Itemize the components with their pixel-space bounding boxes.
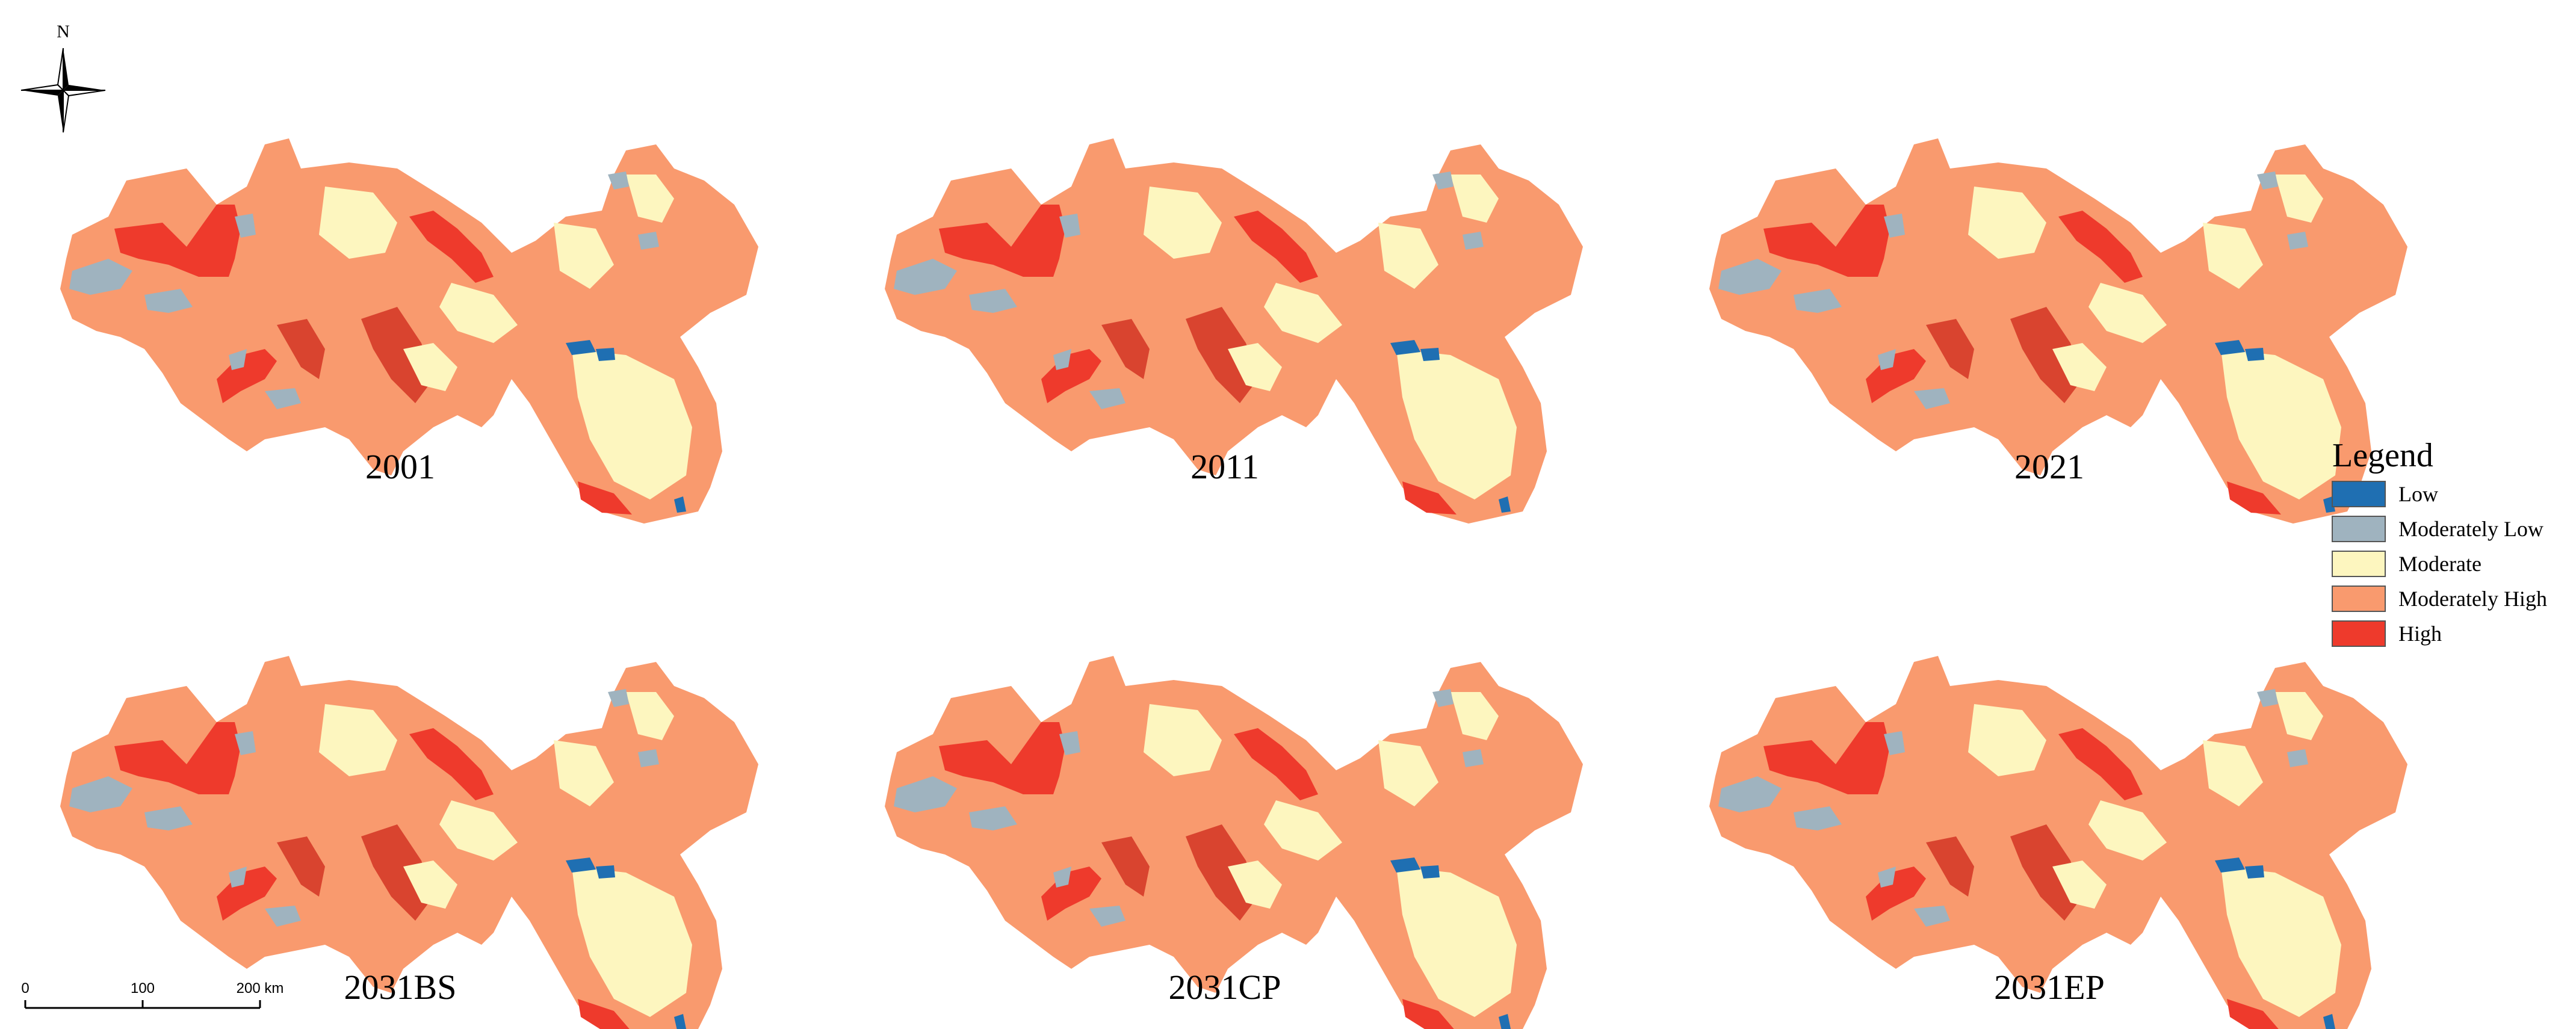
legend: Legend Low Moderately Low Moderate Moderatel…	[2332, 437, 2547, 647]
legend-swatch	[2332, 516, 2386, 542]
north-arrow-icon	[20, 48, 106, 133]
map-caption: 2011	[1190, 447, 1259, 486]
legend-title: Legend	[2332, 437, 2433, 474]
map-panel: 2031BS	[60, 656, 758, 1029]
scale-bar-label: 200 km	[237, 980, 284, 997]
north-arrow-west-half	[21, 90, 63, 96]
legend-label: Moderately Low	[2398, 517, 2543, 541]
legend-swatch	[2332, 481, 2386, 507]
north-arrow-east-half	[63, 85, 105, 90]
legend-swatch	[2332, 620, 2386, 647]
legend-label: Moderate	[2398, 552, 2482, 576]
map-panel: 2001	[60, 138, 758, 524]
north-arrow-west-outline	[20, 84, 65, 91]
map-panel: 2031EP	[1709, 656, 2407, 1029]
north-arrow-north-outline	[57, 48, 64, 92]
north-arrow-south-half	[58, 90, 63, 132]
map-caption: 2001	[365, 447, 435, 486]
map-panel: 2031CP	[885, 656, 1583, 1029]
scale-bar-label: 100	[131, 980, 155, 997]
north-label: N	[57, 22, 70, 42]
map-caption: 2031EP	[1994, 968, 2105, 1007]
map-caption: 2031CP	[1169, 968, 1281, 1007]
legend-swatch	[2332, 586, 2386, 612]
map-panel: 2021	[1709, 138, 2407, 524]
legend-label: Low	[2398, 482, 2438, 506]
map-panel: 2011	[885, 138, 1583, 524]
legend-label: Moderately High	[2398, 587, 2547, 611]
scale-bar-label: 0	[21, 980, 29, 997]
legend-swatch	[2332, 551, 2386, 577]
map-caption: 2021	[2014, 447, 2084, 486]
scale-bar: 0 100 200 km	[21, 980, 284, 1009]
north-arrow-east-outline	[61, 90, 106, 97]
legend-label: High	[2398, 622, 2442, 646]
map-caption: 2031BS	[344, 968, 457, 1007]
north-arrow-north-half	[63, 48, 69, 90]
north-arrow-south-outline	[63, 88, 70, 133]
